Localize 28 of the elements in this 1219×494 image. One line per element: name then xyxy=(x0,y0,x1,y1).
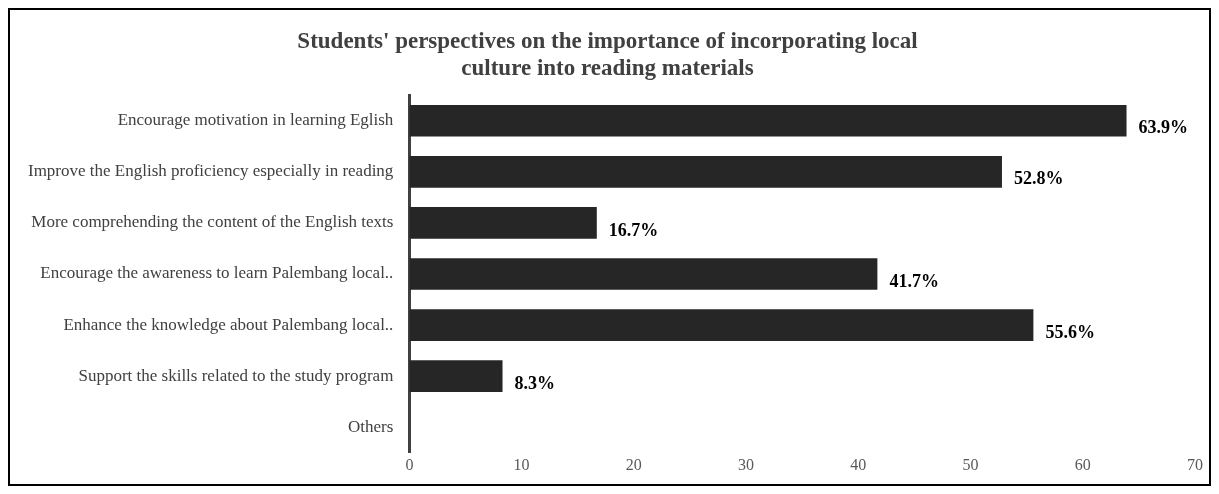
data-label: 55.6% xyxy=(1045,321,1095,342)
bar xyxy=(409,155,1002,188)
x-tick-label: 20 xyxy=(625,455,642,473)
x-tick-label: 50 xyxy=(962,455,979,473)
y-tick-label: More comprehending the content of the English texts xyxy=(31,212,394,232)
data-label: 63.9% xyxy=(1138,117,1189,138)
bar xyxy=(409,309,1034,341)
data-label: 8.3% xyxy=(514,372,556,393)
y-tick-label: Others xyxy=(348,416,394,436)
bar xyxy=(409,258,878,290)
x-tick-label: 60 xyxy=(1074,455,1091,473)
data-label: 41.7% xyxy=(889,270,939,291)
y-tick-label: Improve the English proficiency especially in reading xyxy=(27,161,394,181)
x-tick-label: 70 xyxy=(1187,455,1203,473)
x-tick-label: 40 xyxy=(850,455,867,473)
y-tick-label: Support the skills related to the study program xyxy=(78,365,394,385)
x-tick-label: 10 xyxy=(513,455,530,473)
y-tick-label: Encourage the awareness to learn Palembang local.. xyxy=(40,263,394,283)
x-tick-label: 30 xyxy=(738,455,755,473)
x-tick-label: 0 xyxy=(405,455,414,473)
y-tick-label: Enhance the knowledge about Palembang local.. xyxy=(63,314,394,334)
y-tick-label: Encourage motivation in learning Eglish xyxy=(117,110,394,130)
bar xyxy=(409,104,1127,137)
data-label: 16.7% xyxy=(608,219,659,240)
data-label: 52.8% xyxy=(1013,168,1064,189)
bar xyxy=(409,207,597,239)
chart-title: Students' perspectives on the importance of incorporating local culture into reading materials xyxy=(297,27,918,81)
bar xyxy=(409,360,503,393)
